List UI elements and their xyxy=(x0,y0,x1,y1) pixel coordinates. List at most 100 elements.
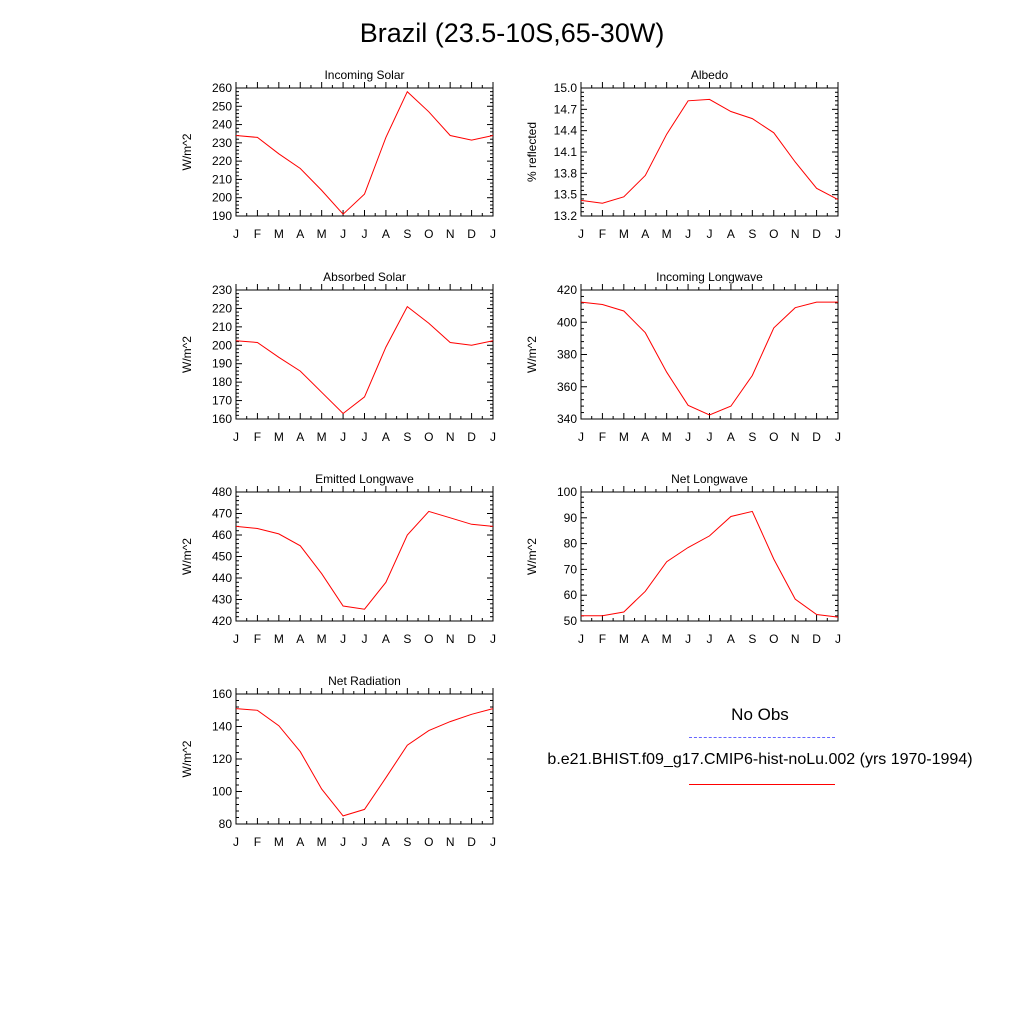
y-axis-label: W/m^2 xyxy=(180,336,194,373)
x-tick-label: O xyxy=(424,227,433,241)
x-tick-label: F xyxy=(599,430,606,444)
x-tick-label: O xyxy=(424,835,433,849)
x-tick-label: M xyxy=(317,430,327,444)
y-tick-label: 170 xyxy=(212,394,232,408)
x-tick-label: A xyxy=(727,632,735,646)
x-tick-label: J xyxy=(490,835,496,849)
x-tick-label: F xyxy=(254,632,261,646)
x-tick-label: A xyxy=(296,632,304,646)
chart-title: Emitted Longwave xyxy=(315,472,414,486)
x-tick-label: A xyxy=(727,430,735,444)
x-tick-label: J xyxy=(490,632,496,646)
x-tick-label: A xyxy=(382,430,390,444)
x-tick-label: F xyxy=(254,430,261,444)
x-tick-label: M xyxy=(274,430,284,444)
x-tick-label: J xyxy=(233,430,239,444)
x-tick-label: D xyxy=(812,632,821,646)
legend-obs-dashed-line xyxy=(689,737,835,738)
y-tick-label: 13.8 xyxy=(554,166,578,180)
x-tick-label: J xyxy=(233,632,239,646)
x-tick-label: S xyxy=(748,227,756,241)
x-tick-label: M xyxy=(662,430,672,444)
y-tick-label: 100 xyxy=(557,485,577,499)
legend-model-label: b.e21.BHIST.f09_g17.CMIP6-hist-noLu.002 … xyxy=(547,751,973,768)
x-tick-label: J xyxy=(685,430,691,444)
chart-title: Incoming Longwave xyxy=(656,270,763,284)
y-tick-label: 220 xyxy=(212,301,232,315)
x-tick-label: M xyxy=(619,632,629,646)
legend-obs-label: No Obs xyxy=(731,705,789,724)
x-tick-label: J xyxy=(835,227,841,241)
x-tick-label: J xyxy=(578,632,584,646)
x-tick-label: O xyxy=(424,632,433,646)
x-tick-label: M xyxy=(317,835,327,849)
x-tick-label: S xyxy=(748,632,756,646)
y-tick-label: 360 xyxy=(557,380,577,394)
x-tick-label: J xyxy=(707,430,713,444)
x-tick-label: J xyxy=(578,430,584,444)
y-tick-label: 13.2 xyxy=(554,209,578,223)
x-tick-label: M xyxy=(662,632,672,646)
x-tick-label: J xyxy=(707,632,713,646)
y-tick-label: 60 xyxy=(564,588,578,602)
y-tick-label: 90 xyxy=(564,511,578,525)
y-tick-label: 200 xyxy=(212,338,232,352)
y-axis-label: % reflected xyxy=(525,122,539,182)
x-tick-label: A xyxy=(641,227,649,241)
y-tick-label: 400 xyxy=(557,315,577,329)
chart-title: Net Radiation xyxy=(328,674,401,688)
x-tick-label: M xyxy=(274,227,284,241)
y-tick-label: 210 xyxy=(212,172,232,186)
x-tick-label: J xyxy=(362,227,368,241)
x-tick-label: J xyxy=(835,430,841,444)
x-tick-label: O xyxy=(424,430,433,444)
x-tick-label: A xyxy=(727,227,735,241)
chart-title: Incoming Solar xyxy=(324,68,404,82)
y-tick-label: 180 xyxy=(212,375,232,389)
y-axis-label: W/m^2 xyxy=(180,740,194,777)
x-tick-label: J xyxy=(340,835,346,849)
y-tick-label: 250 xyxy=(212,99,232,113)
y-tick-label: 140 xyxy=(212,720,232,734)
x-tick-label: D xyxy=(467,227,476,241)
x-tick-label: D xyxy=(467,835,476,849)
x-tick-label: M xyxy=(274,835,284,849)
legend-model-solid-line xyxy=(689,784,835,785)
y-tick-label: 14.7 xyxy=(554,102,578,116)
x-tick-label: F xyxy=(254,227,261,241)
x-tick-label: J xyxy=(362,632,368,646)
page-title: Brazil (23.5-10S,65-30W) xyxy=(359,18,665,48)
x-tick-label: F xyxy=(599,227,606,241)
x-tick-label: S xyxy=(403,227,411,241)
x-tick-label: A xyxy=(296,227,304,241)
chart-title: Net Longwave xyxy=(671,472,748,486)
series-line xyxy=(581,510,839,618)
x-tick-label: A xyxy=(296,430,304,444)
plot-frame xyxy=(235,491,494,622)
x-tick-label: J xyxy=(685,227,691,241)
x-tick-label: J xyxy=(362,430,368,444)
x-tick-label: N xyxy=(446,227,455,241)
x-tick-label: N xyxy=(791,227,800,241)
x-tick-label: N xyxy=(446,430,455,444)
x-tick-label: A xyxy=(296,835,304,849)
x-tick-label: J xyxy=(340,430,346,444)
y-tick-label: 460 xyxy=(212,528,232,542)
x-tick-label: F xyxy=(254,835,261,849)
x-tick-label: J xyxy=(233,227,239,241)
x-tick-label: N xyxy=(446,835,455,849)
x-tick-label: J xyxy=(578,227,584,241)
x-tick-label: J xyxy=(340,227,346,241)
x-tick-label: O xyxy=(769,227,778,241)
y-tick-label: 230 xyxy=(212,136,232,150)
x-tick-label: D xyxy=(812,227,821,241)
x-tick-label: D xyxy=(467,430,476,444)
y-tick-label: 100 xyxy=(212,785,232,799)
y-tick-label: 14.1 xyxy=(554,145,578,159)
x-tick-label: J xyxy=(707,227,713,241)
chart-title: Absorbed Solar xyxy=(323,270,406,284)
y-tick-label: 260 xyxy=(212,81,232,95)
